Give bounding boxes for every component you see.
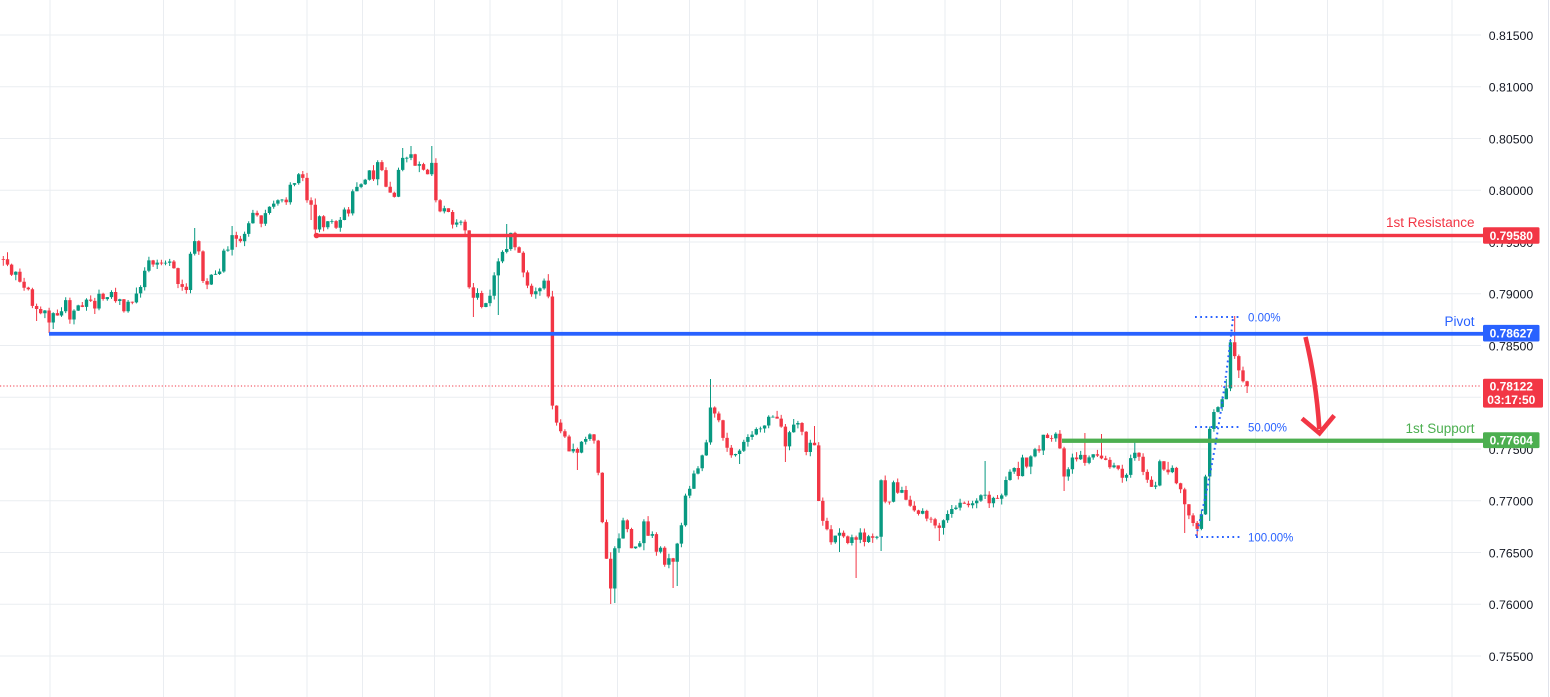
svg-text:0.79580: 0.79580 (1490, 229, 1534, 243)
svg-text:0.80000: 0.80000 (1489, 184, 1534, 198)
svg-text:0.78627: 0.78627 (1490, 327, 1534, 341)
svg-text:0.76500: 0.76500 (1489, 546, 1534, 560)
svg-text:0.00%: 0.00% (1248, 313, 1281, 325)
svg-text:0.79000: 0.79000 (1489, 288, 1534, 302)
svg-text:50.00%: 50.00% (1248, 423, 1287, 435)
svg-text:03:17:50: 03:17:50 (1487, 393, 1535, 407)
svg-text:0.78122: 0.78122 (1490, 380, 1534, 394)
svg-text:0.77000: 0.77000 (1489, 495, 1534, 509)
svg-text:0.78500: 0.78500 (1489, 339, 1534, 353)
svg-text:0.77604: 0.77604 (1490, 434, 1534, 448)
svg-text:1st Resistance: 1st Resistance (1386, 215, 1475, 230)
svg-text:0.80500: 0.80500 (1489, 132, 1534, 146)
svg-text:0.81000: 0.81000 (1489, 81, 1534, 95)
svg-text:0.81500: 0.81500 (1489, 29, 1534, 43)
svg-text:1st Support: 1st Support (1405, 421, 1474, 436)
svg-text:0.76000: 0.76000 (1489, 598, 1534, 612)
svg-text:Pivot: Pivot (1444, 314, 1474, 329)
svg-text:100.00%: 100.00% (1248, 533, 1293, 545)
svg-text:0.75500: 0.75500 (1489, 650, 1534, 664)
